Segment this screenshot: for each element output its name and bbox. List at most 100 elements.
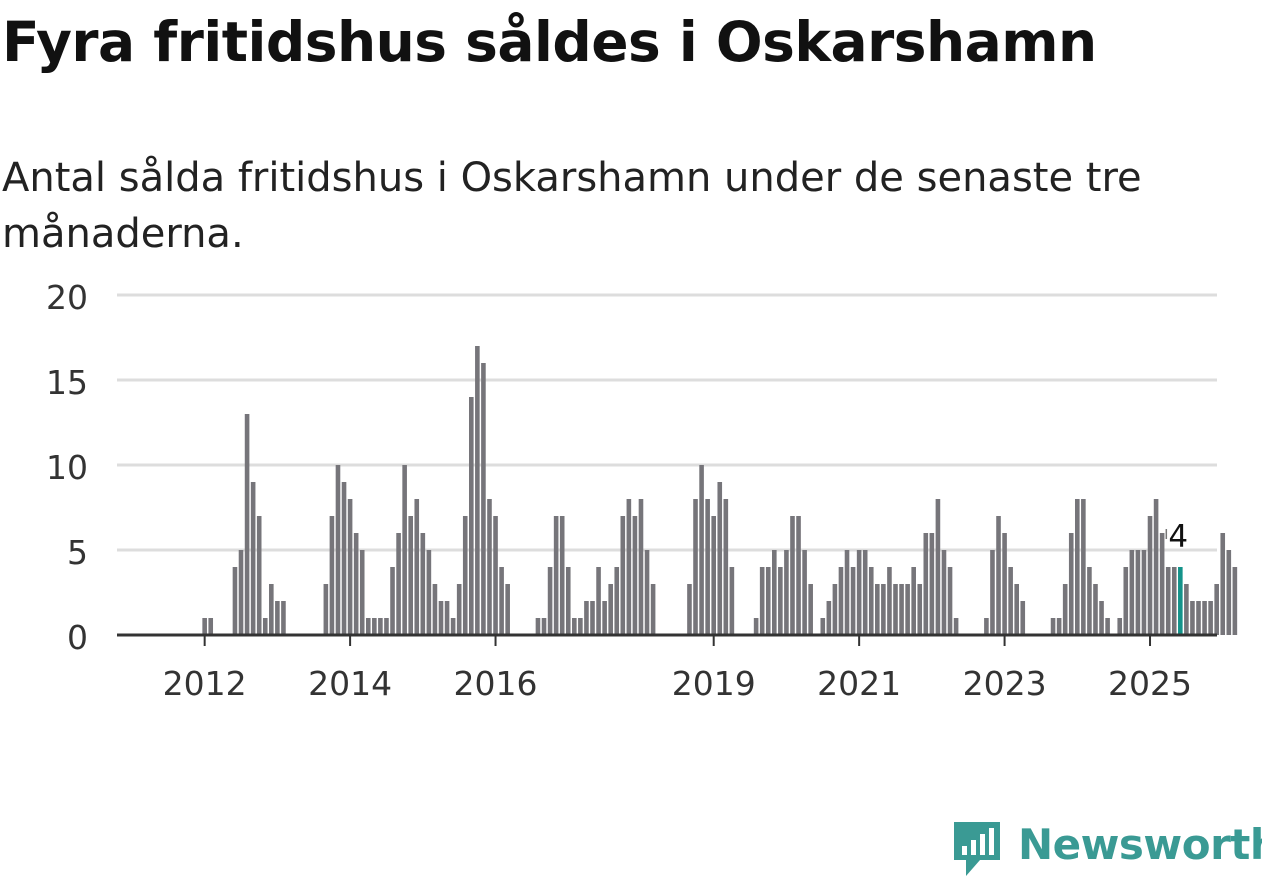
bar <box>341 482 347 635</box>
bar <box>1208 601 1213 635</box>
bar <box>481 363 486 635</box>
bar <box>1232 567 1238 635</box>
bar <box>1087 567 1092 635</box>
bar <box>1002 533 1007 635</box>
bar <box>1117 618 1123 635</box>
bar <box>899 584 904 635</box>
bar <box>765 567 771 635</box>
bar <box>602 601 607 635</box>
bar <box>723 499 729 635</box>
axes: 0 5 10 15 20 2012 2014 2016 2019 2021 2023 2025 4 <box>46 278 1217 703</box>
bar <box>1141 550 1147 635</box>
bar <box>262 618 268 635</box>
bar <box>717 482 723 635</box>
bar <box>868 567 874 635</box>
bar <box>1202 601 1207 635</box>
bar <box>444 601 450 635</box>
bar <box>359 550 365 635</box>
bar <box>881 584 886 635</box>
bar <box>832 584 838 635</box>
bar <box>329 516 335 635</box>
bar <box>469 397 474 635</box>
bar <box>432 584 438 635</box>
bar <box>202 618 207 635</box>
bar <box>820 618 826 635</box>
bar <box>335 465 341 635</box>
bar <box>838 567 844 635</box>
bar <box>1220 533 1226 635</box>
bar <box>256 516 262 635</box>
bar <box>1105 618 1110 635</box>
bar <box>426 550 432 635</box>
highlight-bar <box>1178 567 1183 635</box>
x-tick-label: 2025 <box>1108 664 1192 703</box>
bar <box>1226 550 1232 635</box>
bar <box>365 618 371 635</box>
x-tick-label: 2019 <box>672 664 756 703</box>
bar <box>644 550 650 635</box>
bar <box>953 618 959 635</box>
bar <box>620 516 626 635</box>
bar <box>475 346 480 635</box>
bar <box>711 516 716 635</box>
brand-name: Newsworthy <box>1018 820 1262 869</box>
bar <box>1075 499 1080 635</box>
bar <box>984 618 989 635</box>
bar <box>687 584 692 635</box>
bar <box>759 567 765 635</box>
bar <box>826 601 832 635</box>
bar <box>753 618 759 635</box>
bar <box>535 618 541 635</box>
bar <box>1135 550 1141 635</box>
bar <box>1081 499 1086 635</box>
bars <box>202 346 1238 635</box>
bar <box>1165 567 1171 635</box>
bar <box>493 516 498 635</box>
bar <box>420 533 426 635</box>
bar <box>541 618 547 635</box>
bar <box>396 533 401 635</box>
bar <box>935 499 941 635</box>
bar <box>250 482 256 635</box>
bar <box>929 533 935 635</box>
bar <box>232 567 238 635</box>
bar <box>565 567 571 635</box>
bar <box>1129 550 1135 635</box>
bar <box>1171 567 1177 635</box>
bar <box>1099 601 1104 635</box>
y-tick-label: 20 <box>46 278 88 317</box>
bar <box>402 465 407 635</box>
bar <box>614 567 620 635</box>
bar <box>729 567 735 635</box>
bar <box>1062 584 1068 635</box>
bar <box>505 584 510 635</box>
bar <box>638 499 644 635</box>
bar <box>784 550 789 635</box>
bar <box>790 516 795 635</box>
bar <box>1008 567 1013 635</box>
grid-lines <box>117 293 1217 552</box>
bar <box>693 499 698 635</box>
bar <box>778 567 783 635</box>
bar <box>244 414 250 635</box>
bar <box>808 584 813 635</box>
bar <box>705 499 710 635</box>
bar <box>378 618 383 635</box>
bar <box>390 567 395 635</box>
bar <box>1056 618 1062 635</box>
bar <box>347 499 353 635</box>
x-tick-label: 2023 <box>963 664 1047 703</box>
bar <box>699 465 704 635</box>
bar <box>1123 567 1129 635</box>
x-tick-label: 2014 <box>308 664 392 703</box>
bar <box>499 567 504 635</box>
highlight-value-label: 4 <box>1168 519 1188 555</box>
bar <box>875 584 880 635</box>
bar <box>1196 601 1201 635</box>
bar <box>1068 533 1074 635</box>
chart-subtitle: Antal sålda fritidshus i Oskarshamn unde… <box>2 155 1142 257</box>
bar <box>487 499 492 635</box>
bar <box>584 601 589 635</box>
bar <box>238 550 244 635</box>
